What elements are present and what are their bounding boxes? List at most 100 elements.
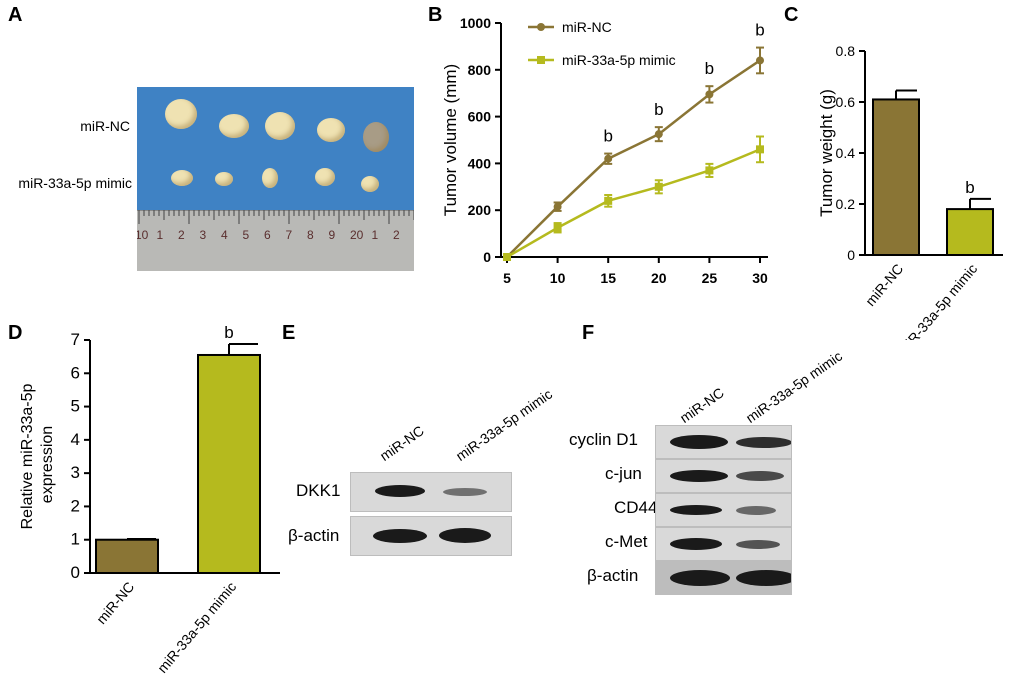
d-category-label: miR-33a-5p mimic (154, 579, 239, 676)
f-band-mimic (736, 505, 776, 515)
b-y-axis-label: Tumor volume (mm) (441, 64, 460, 216)
f-band-mimic (736, 570, 791, 586)
b-data-point (604, 154, 613, 163)
ruler-number: 1 (371, 228, 379, 242)
f-band-nc (670, 570, 730, 586)
e-band-bactin-nc (373, 529, 427, 543)
e-lane-label-mimic: miR-33a-5p mimic (452, 385, 556, 464)
f-blot-row (655, 425, 792, 459)
b-y-tick-label: 1000 (460, 15, 491, 31)
ruler-number: 6 (264, 228, 271, 242)
b-x-tick-label: 5 (503, 270, 511, 286)
b-y-tick-label: 800 (468, 62, 492, 78)
d-y-tick-label: 1 (71, 530, 80, 549)
b-data-point (604, 196, 613, 205)
b-y-tick-label: 0 (483, 249, 491, 265)
b-significance-label: b (705, 59, 714, 78)
tumor-nc-3 (265, 112, 295, 140)
c-category-label: miR-33a-5p mimic (895, 261, 980, 340)
ruler-number: 10 (137, 228, 149, 242)
panel-letter-b: B (428, 4, 443, 26)
b-y-tick-label: 400 (468, 155, 492, 171)
d-y-tick-label: 4 (71, 430, 80, 449)
c-y-tick-label: 0 (847, 247, 855, 263)
e-row-label-dkk1: DKK1 (296, 481, 341, 500)
f-row-label: CD44 (614, 498, 658, 517)
f-band-nc (670, 435, 728, 449)
ruler-number: 2 (178, 228, 185, 242)
tumor-nc-4 (317, 118, 345, 142)
c-bar (872, 98, 920, 257)
c-y-tick-label: 0.8 (836, 43, 856, 59)
c-bar (946, 208, 994, 257)
ruler-number: 9 (328, 228, 336, 242)
b-data-point (654, 130, 663, 139)
ruler-number: 3 (199, 228, 207, 242)
tumor-mimic-4 (315, 168, 335, 186)
ruler: 10 1 2 3 4 5 6 7 8 9 20 1 2 (137, 209, 414, 271)
chart-d-relative-expression: 0 1 2 3 4 5 6 7 miR-NC miR-33a-5p mimic b Relative … (19, 325, 280, 676)
c-significance-label: b (965, 178, 974, 197)
f-row-label: c-Met (605, 532, 648, 551)
f-band-mimic (736, 471, 784, 481)
d-y-tick-label: 5 (71, 397, 80, 416)
b-data-point (705, 90, 714, 99)
ruler-number: 5 (242, 228, 250, 242)
b-y-tick-label: 600 (468, 109, 492, 125)
ruler-number: 20 (350, 228, 364, 242)
b-x-tick-label: 10 (550, 270, 566, 286)
b-x-tick-label: 15 (600, 270, 616, 286)
panel-letter-e: E (282, 322, 296, 344)
d-y-tick-label: 3 (71, 463, 80, 482)
f-blot-row (655, 561, 792, 595)
e-band-dkk1-mimic (443, 488, 487, 496)
b-x-tick-label: 25 (702, 270, 718, 286)
d-significance-label: b (224, 325, 233, 342)
f-row-label: c-jun (605, 464, 642, 483)
f-row-label: β-actin (587, 566, 639, 585)
d-y-tick-label: 2 (71, 496, 80, 515)
d-y-tick-label: 6 (71, 363, 80, 382)
f-band-nc (670, 505, 722, 515)
panel-letter-a: A (8, 4, 23, 26)
e-band-dkk1-nc (375, 485, 425, 497)
b-series-line (506, 59, 761, 258)
b-x-tick-label: 30 (752, 270, 768, 286)
chart-b-tumor-volume: 0 200 400 600 800 1000 5 10 15 20 25 30 Tumor volume… (441, 15, 768, 286)
d-bar (95, 538, 159, 574)
ruler-number: 4 (221, 228, 228, 242)
f-row-label: cyclin D1 (569, 430, 638, 449)
f-blot-row (655, 459, 792, 493)
tumor-nc-5 (363, 122, 389, 152)
b-significance-label: b (755, 21, 764, 40)
b-data-point (553, 202, 562, 211)
d-y-axis-label-line2: expression (39, 426, 56, 503)
c-y-tick-label: 0.6 (836, 94, 856, 110)
d-bar (197, 353, 261, 574)
c-y-axis-label: Tumor weight (g) (817, 89, 836, 217)
ruler-ticks (137, 209, 414, 224)
b-x-tick-label: 20 (651, 270, 667, 286)
b-series-line (506, 148, 761, 259)
b-legend-marker (537, 56, 545, 64)
d-y-axis-label-line1: Relative miR-33a-5p (19, 383, 36, 529)
d-category-label: miR-NC (93, 579, 137, 627)
e-lane-label-nc: miR-NC (376, 422, 427, 464)
tumor-mimic-3 (262, 168, 278, 188)
tumor-mimic-1 (171, 170, 193, 186)
f-blot-row (655, 493, 792, 527)
e-blot-dkk1 (350, 472, 512, 512)
panel-letter-c: C (784, 4, 799, 26)
b-data-point (756, 145, 764, 154)
b-legend-marker (537, 23, 545, 31)
b-data-point (553, 223, 562, 232)
panel-letter-d: D (8, 322, 23, 344)
panel-letter-f: F (582, 322, 595, 344)
c-y-tick-label: 0.2 (836, 196, 856, 212)
b-data-point (756, 56, 764, 65)
f-lane-label-nc: miR-NC (676, 384, 727, 426)
f-lane-label-mimic: miR-33a-5p mimic (742, 347, 846, 426)
b-legend-label: miR-33a-5p mimic (562, 52, 676, 68)
b-data-point (503, 253, 511, 261)
